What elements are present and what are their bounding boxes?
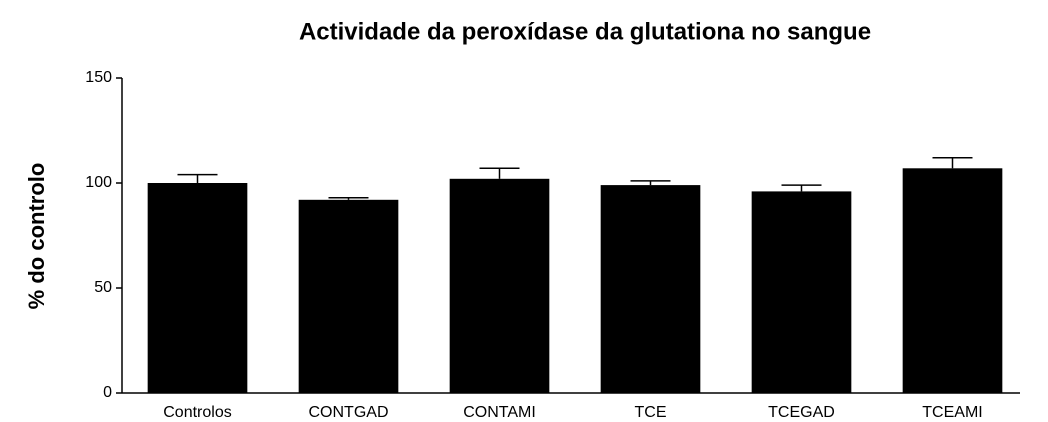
- x-tick-label: TCE: [635, 404, 667, 421]
- y-tick-label: 100: [85, 174, 112, 191]
- bar: [449, 178, 550, 393]
- bar: [600, 185, 701, 393]
- y-tick-label: 0: [103, 384, 112, 401]
- bar: [902, 168, 1003, 393]
- x-tick-label: Controlos: [163, 404, 231, 421]
- bar: [147, 183, 248, 393]
- y-tick-label: 50: [94, 279, 112, 296]
- chart-title: Actividade da peroxídase da glutationa n…: [299, 18, 871, 45]
- x-tick-label: TCEGAD: [768, 404, 835, 421]
- x-tick-label: CONTAMI: [463, 404, 536, 421]
- y-tick-label: 150: [85, 69, 112, 86]
- x-tick-label: TCEAMI: [922, 404, 982, 421]
- y-axis-label: % do controlo: [24, 163, 49, 310]
- bar: [751, 191, 852, 393]
- bar: [298, 199, 399, 393]
- x-tick-label: CONTGAD: [309, 404, 389, 421]
